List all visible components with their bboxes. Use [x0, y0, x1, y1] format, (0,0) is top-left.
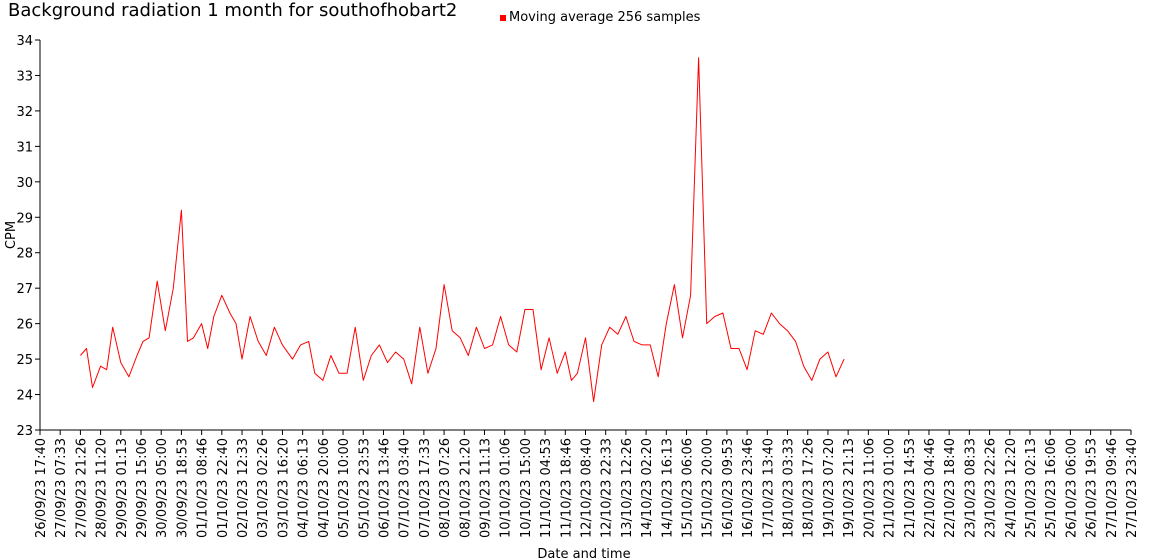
y-tick-label: 27: [16, 282, 33, 297]
x-tick-label: 21/10/23 14:53: [903, 438, 918, 538]
y-tick-label: 25: [16, 353, 33, 368]
x-tick-label: 01/10/23 22:40: [216, 438, 231, 538]
y-tick-label: 24: [16, 389, 33, 404]
y-tick-label: 26: [16, 318, 33, 333]
x-tick-label: 10/10/23 15:00: [519, 438, 534, 538]
x-tick-label: 03/10/23 02:26: [256, 438, 271, 538]
x-tick-label: 26/10/23 19:53: [1085, 438, 1100, 538]
x-tick-label: 24/10/23 12:20: [1004, 438, 1019, 538]
x-tick-label: 18/10/23 03:33: [782, 438, 797, 538]
series-line: [80, 57, 845, 403]
legend-swatch: [500, 14, 506, 21]
x-tick-label: 10/10/23 01:06: [499, 438, 514, 538]
x-tick-label: 08/10/23 21:20: [458, 438, 473, 538]
x-tick-label: 16/10/23 09:53: [721, 438, 736, 538]
x-tick-label: 08/10/23 07:26: [438, 438, 453, 538]
x-tick-label: 04/10/23 20:06: [317, 438, 332, 538]
x-tick-label: 11/10/23 18:46: [559, 438, 574, 538]
y-tick-label: 32: [16, 105, 33, 120]
x-tick-label: 15/10/23 06:06: [681, 438, 696, 538]
x-tick-label: 01/10/23 08:46: [196, 438, 211, 538]
x-tick-label: 14/10/23 02:20: [640, 438, 655, 538]
x-ticks: 26/09/23 17:40 27/09/23 07:33 27/09/23 21:…: [34, 430, 1140, 538]
x-tick-label: 28/09/23 11:20: [95, 438, 110, 538]
x-tick-label: 27/09/23 07:33: [54, 438, 69, 538]
series-lines: [80, 57, 845, 403]
x-tick-label: 14/10/23 16:13: [660, 438, 675, 538]
x-tick-label: 15/10/23 20:00: [701, 438, 716, 538]
x-tick-label: 12/10/23 22:33: [600, 438, 615, 538]
x-tick-label: 26/09/23 17:40: [34, 438, 49, 538]
x-tick-label: 05/10/23 10:00: [337, 438, 352, 538]
y-tick-label: 28: [16, 247, 33, 262]
x-tick-label: 29/09/23 15:06: [135, 438, 150, 538]
x-tick-label: 09/10/23 11:13: [478, 438, 493, 538]
x-tick-label: 04/10/23 06:13: [297, 438, 312, 538]
legend-label: Moving average 256 samples: [509, 10, 701, 25]
x-tick-label: 25/10/23 16:06: [1044, 438, 1059, 538]
x-tick-label: 16/10/23 23:46: [741, 438, 756, 538]
x-tick-label: 02/10/23 12:33: [236, 438, 251, 538]
x-tick-label: 21/10/23 01:00: [883, 438, 898, 538]
x-tick-label: 07/10/23 03:40: [398, 438, 413, 538]
x-tick-label: 20/10/23 11:06: [862, 438, 877, 538]
x-tick-label: 18/10/23 17:26: [802, 438, 817, 538]
x-tick-label: 05/10/23 23:53: [357, 438, 372, 538]
x-axis-label: Date and time: [537, 547, 630, 560]
y-tick-label: 29: [16, 211, 33, 226]
x-tick-label: 23/10/23 08:33: [963, 438, 978, 538]
x-tick-label: 19/10/23 07:20: [822, 438, 837, 538]
x-tick-label: 22/10/23 04:46: [923, 438, 938, 538]
x-tick-label: 30/09/23 05:00: [155, 438, 170, 538]
x-tick-label: 26/10/23 06:00: [1064, 438, 1079, 538]
y-axis-label: CPM: [4, 221, 19, 249]
x-tick-label: 27/09/23 21:26: [74, 438, 89, 538]
x-tick-label: 11/10/23 04:53: [539, 438, 554, 538]
x-tick-label: 03/10/23 16:20: [276, 438, 291, 538]
x-tick-label: 06/10/23 13:46: [377, 438, 392, 538]
axes: [39, 40, 1131, 431]
x-tick-label: 12/10/23 08:40: [580, 438, 595, 538]
legend: Moving average 256 samples: [500, 10, 700, 25]
x-tick-label: 27/10/23 23:40: [1125, 438, 1140, 538]
y-tick-label: 31: [16, 140, 33, 155]
x-tick-label: 25/10/23 02:13: [1024, 438, 1039, 538]
x-tick-label: 13/10/23 12:26: [620, 438, 635, 538]
x-tick-label: 29/09/23 01:13: [115, 438, 130, 538]
y-tick-label: 33: [16, 69, 33, 84]
x-tick-label: 23/10/23 22:26: [984, 438, 999, 538]
x-tick-label: 30/09/23 18:53: [175, 438, 190, 538]
y-tick-label: 30: [16, 176, 33, 191]
y-tick-label: 23: [16, 424, 33, 439]
x-tick-label: 27/10/23 09:46: [1105, 438, 1120, 538]
x-tick-label: 07/10/23 17:33: [418, 438, 433, 538]
x-tick-label: 19/10/23 21:13: [842, 438, 857, 538]
y-ticks: 23 24 25 26 27 28 29 30 31 32 33 34: [16, 34, 40, 439]
chart-title: Background radiation 1 month for southof…: [8, 0, 458, 21]
x-tick-label: 17/10/23 13:40: [761, 438, 776, 538]
y-tick-label: 34: [16, 34, 33, 49]
x-tick-label: 22/10/23 18:40: [943, 438, 958, 538]
